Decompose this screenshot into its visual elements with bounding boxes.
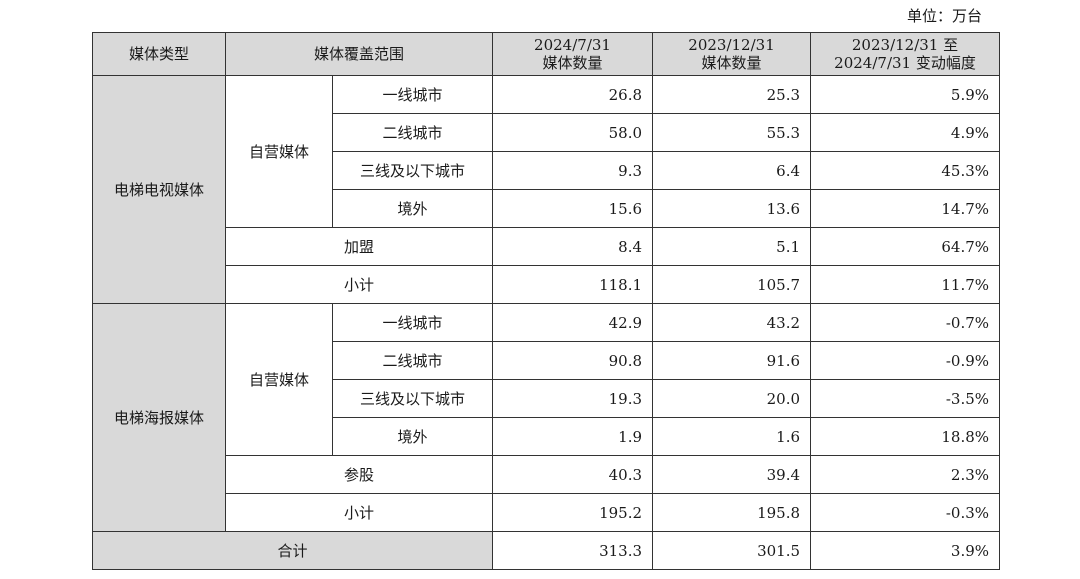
table-row: 参股 40.3 39.4 2.3% [93, 455, 1001, 494]
table-row: 境外 1.9 1.6 18.8% [93, 417, 1001, 456]
change-pct: 14.7% [810, 189, 1001, 228]
city-label: 一线城市 [331, 75, 494, 114]
change-pct: 2.3% [810, 455, 1001, 494]
city-label: 三线及以下城市 [331, 379, 494, 418]
value-2023: 25.3 [652, 75, 812, 114]
value-2024: 8.4 [492, 227, 654, 266]
header-2024-count: 2024/7/31 媒体数量 [492, 32, 654, 76]
city-label: 二线城市 [331, 113, 494, 152]
value-2023: 43.2 [652, 303, 812, 342]
value-2024: 90.8 [492, 341, 654, 380]
value-2023: 1.6 [652, 417, 812, 456]
header-media-type: 媒体类型 [92, 32, 226, 76]
value-2024: 42.9 [492, 303, 654, 342]
change-pct: 5.9% [810, 75, 1001, 114]
value-2024: 58.0 [492, 113, 654, 152]
change-pct: 11.7% [810, 265, 1001, 304]
franchise-label: 加盟 [224, 227, 494, 266]
table-row: 电梯电视媒体 自营媒体 一线城市 26.8 25.3 5.9% [92, 75, 1001, 304]
change-pct: 45.3% [810, 151, 1001, 190]
subgroup-label-own: 自营媒体 [225, 303, 333, 456]
city-label: 二线城市 [331, 341, 494, 380]
value-2023: 5.1 [652, 227, 812, 266]
value-2024: 15.6 [492, 189, 654, 228]
unit-label: 单位：万台 [906, 7, 982, 25]
table-row: 三线及以下城市 19.3 20.0 -3.5% [93, 379, 1001, 418]
city-label: 境外 [331, 417, 494, 456]
value-2023: 91.6 [652, 341, 812, 380]
total-row: 合计 313.3 301.5 3.9% [91, 531, 1001, 570]
change-pct: 3.9% [810, 531, 1001, 570]
group-label-poster: 电梯海报媒体 [92, 303, 226, 532]
table-row: 二线城市 90.8 91.6 -0.9% [93, 341, 1001, 380]
total-label: 合计 [91, 531, 494, 570]
value-2024: 19.3 [492, 379, 654, 418]
value-2024: 26.8 [492, 75, 654, 114]
city-label: 境外 [331, 189, 494, 228]
subtotal-label: 小计 [224, 493, 494, 532]
value-2024: 9.3 [492, 151, 654, 190]
value-2024: 1.9 [492, 417, 654, 456]
value-2023: 301.5 [652, 531, 812, 570]
value-2024: 313.3 [492, 531, 654, 570]
table-row: 加盟 8.4 5.1 64.7% [93, 227, 1001, 266]
subtotal-label: 小计 [224, 265, 494, 304]
change-pct: 4.9% [810, 113, 1001, 152]
table-row: 二线城市 58.0 55.3 4.9% [93, 113, 1001, 152]
header-2023-count: 2023/12/31 媒体数量 [652, 32, 812, 76]
subtotal-row: 小计 118.1 105.7 11.7% [93, 265, 1001, 304]
value-2023: 20.0 [652, 379, 812, 418]
value-2023: 6.4 [652, 151, 812, 190]
table-row: 三线及以下城市 9.3 6.4 45.3% [93, 151, 1001, 190]
value-2023: 105.7 [652, 265, 812, 304]
table-row: 电梯海报媒体 自营媒体 一线城市 42.9 43.2 -0.7% [92, 303, 1001, 532]
change-pct: -0.7% [810, 303, 1001, 342]
header-change: 2023/12/31 至 2024/7/31 变动幅度 [810, 32, 1001, 76]
equity-label: 参股 [224, 455, 494, 494]
change-pct: -3.5% [810, 379, 1001, 418]
city-label: 三线及以下城市 [331, 151, 494, 190]
group-label-tv: 电梯电视媒体 [92, 75, 226, 304]
value-2024: 118.1 [492, 265, 654, 304]
value-2024: 195.2 [492, 493, 654, 532]
change-pct: -0.9% [810, 341, 1001, 380]
value-2023: 13.6 [652, 189, 812, 228]
value-2023: 195.8 [652, 493, 812, 532]
value-2024: 40.3 [492, 455, 654, 494]
table-row: 境外 15.6 13.6 14.7% [93, 189, 1001, 228]
city-label: 一线城市 [331, 303, 494, 342]
header-row: 媒体类型 媒体覆盖范围 2024/7/31 媒体数量 2023/12/31 媒体数量… [92, 32, 1001, 76]
change-pct: 64.7% [810, 227, 1001, 266]
subtotal-row: 小计 195.2 195.8 -0.3% [93, 493, 1001, 532]
value-2023: 55.3 [652, 113, 812, 152]
media-table: 媒体类型 媒体覆盖范围 2024/7/31 媒体数量 2023/12/31 媒体数量… [91, 32, 1001, 570]
change-pct: -0.3% [810, 493, 1001, 532]
change-pct: 18.8% [810, 417, 1001, 456]
value-2023: 39.4 [652, 455, 812, 494]
header-scope: 媒体覆盖范围 [224, 32, 494, 76]
subgroup-label-own: 自营媒体 [225, 75, 333, 228]
